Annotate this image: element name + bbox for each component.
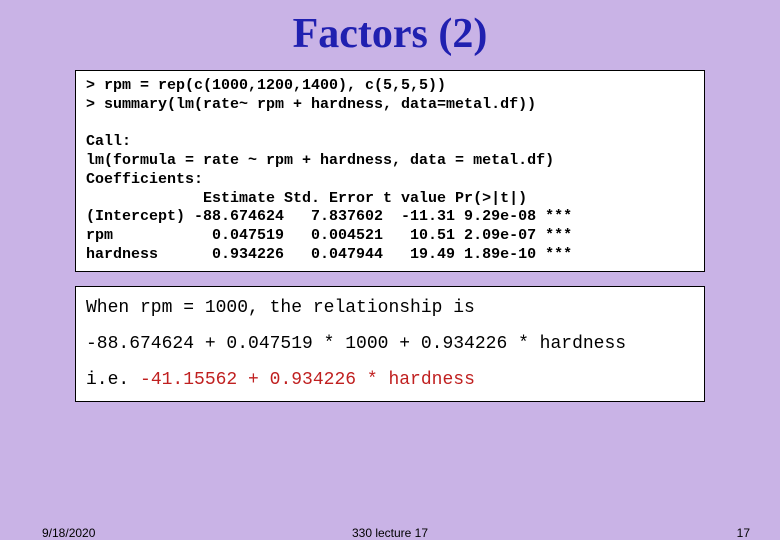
explain-ie: i.e. — [86, 370, 140, 390]
coef-label: Coefficients: — [86, 171, 203, 188]
explain-line-2: -88.674624 + 0.047519 * 1000 + 0.934226 … — [86, 331, 694, 357]
slide: Factors (2) > rpm = rep(c(1000,1200,1400… — [0, 0, 780, 540]
explain-line-1: When rpm = 1000, the relationship is — [86, 295, 694, 321]
footer-center: 330 lecture 17 — [0, 526, 780, 540]
coef-row-rpm: rpm 0.047519 0.004521 10.51 2.09e-07 *** — [86, 227, 572, 244]
code-line-2: > summary(lm(rate~ rpm + hardness, data=… — [86, 96, 536, 113]
explain-result: -41.15562 + 0.934226 * hardness — [140, 370, 475, 390]
explanation-box: When rpm = 1000, the relationship is -88… — [75, 286, 705, 402]
code-output-box: > rpm = rep(c(1000,1200,1400), c(5,5,5))… — [75, 70, 705, 272]
explain-line-3: i.e. -41.15562 + 0.934226 * hardness — [86, 367, 694, 393]
call-formula: lm(formula = rate ~ rpm + hardness, data… — [86, 152, 554, 169]
code-line-1: > rpm = rep(c(1000,1200,1400), c(5,5,5)) — [86, 77, 446, 94]
footer-page-number: 17 — [737, 526, 750, 540]
coef-row-intercept: (Intercept) -88.674624 7.837602 -11.31 9… — [86, 208, 572, 225]
coef-row-hardness: hardness 0.934226 0.047944 19.49 1.89e-1… — [86, 246, 572, 263]
coef-header: Estimate Std. Error t value Pr(>|t|) — [86, 190, 527, 207]
call-label: Call: — [86, 133, 131, 150]
slide-title: Factors (2) — [30, 10, 750, 58]
